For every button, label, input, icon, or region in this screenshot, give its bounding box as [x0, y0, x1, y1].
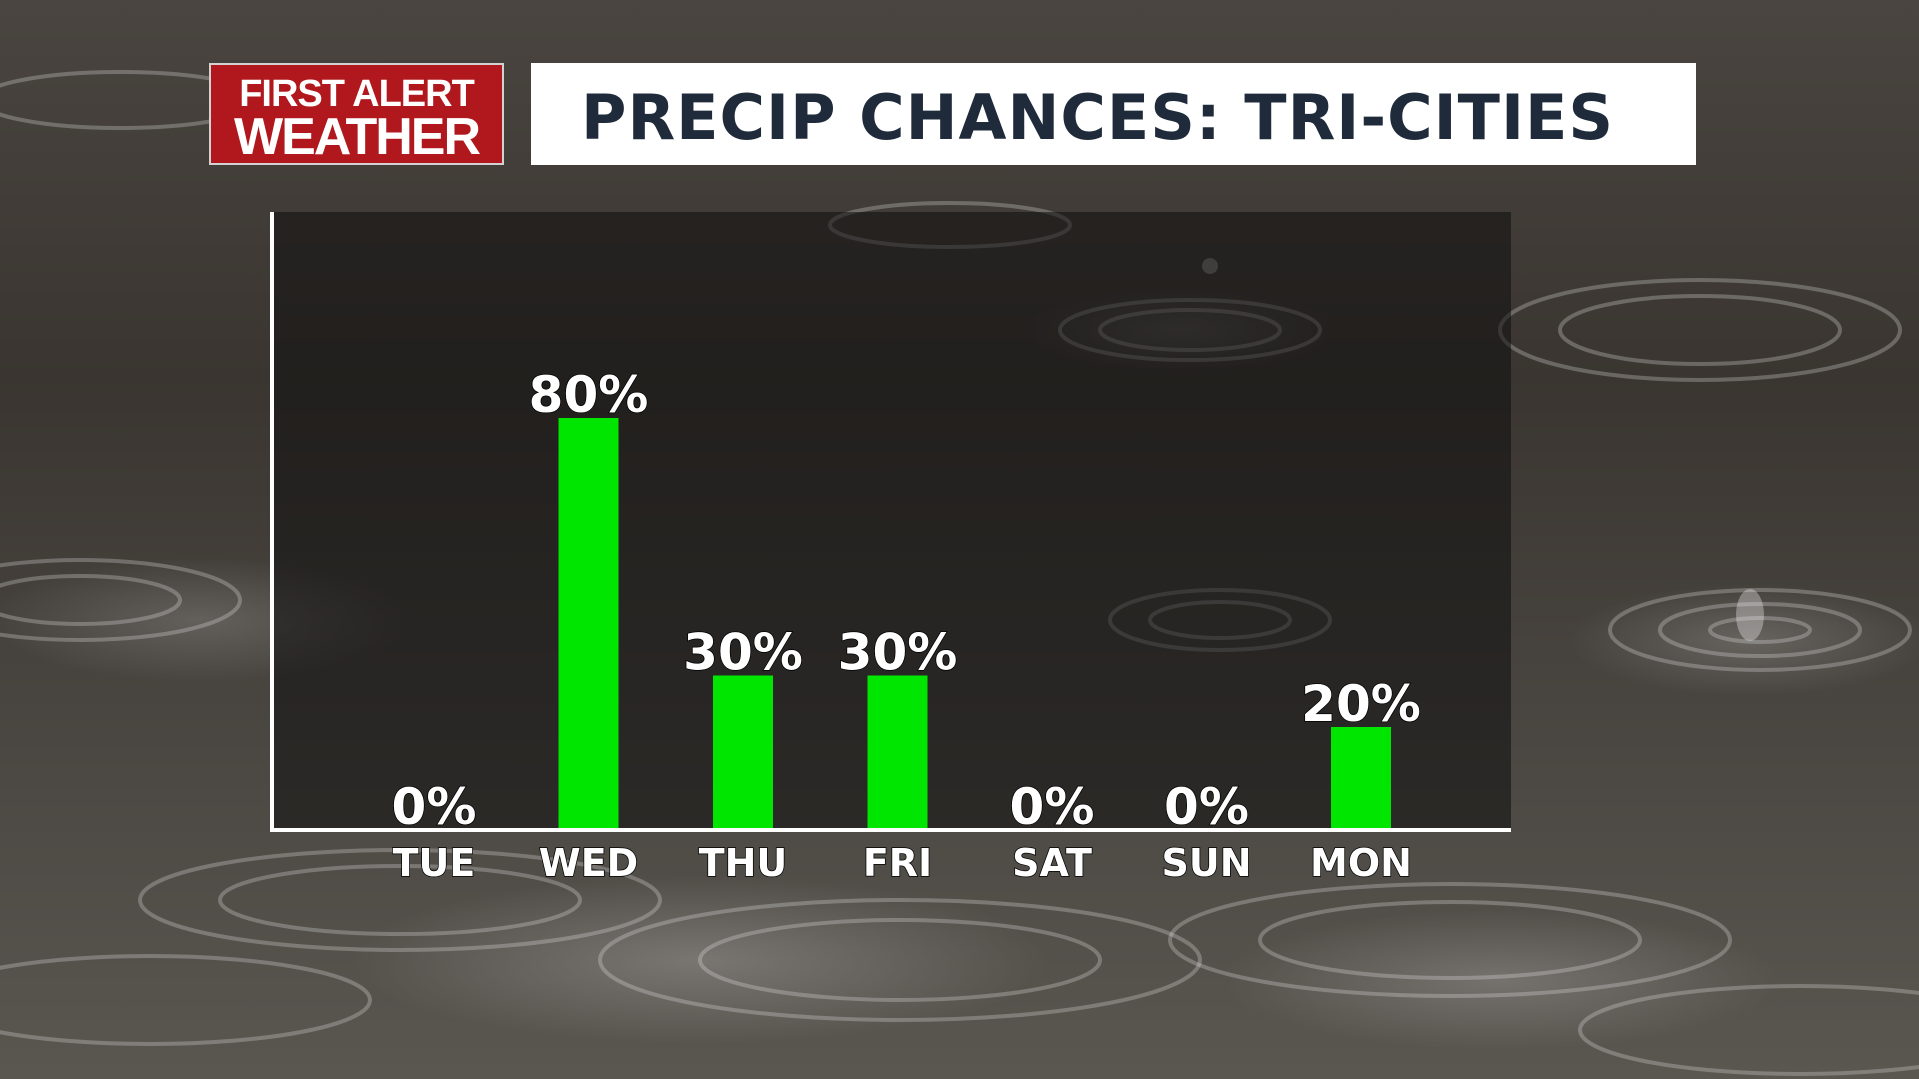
tick-label-thu: THU [699, 841, 788, 885]
logo-line-2: WEATHER [233, 108, 481, 166]
tick-label-mon: MON [1310, 841, 1412, 885]
bar-mon [1331, 727, 1391, 830]
title-banner: PRECIP CHANCES: TRI-CITIES [531, 63, 1696, 165]
tick-label-tue: TUE [393, 841, 476, 885]
logo-line-1: FIRST ALERT [239, 73, 475, 115]
bar-wed [558, 418, 619, 830]
value-label-fri: 30% [838, 624, 958, 682]
tick-label-wed: WED [539, 841, 638, 885]
value-label-thu: 30% [683, 624, 803, 682]
first-alert-weather-logo: FIRST ALERT WEATHER [209, 63, 504, 165]
labels-layer: 0% TUE 80% WED 30% THU 30% FRI 0% SAT 0% SUN 20% MON [391, 365, 1422, 886]
page-title: PRECIP CHANCES: TRI-CITIES [581, 81, 1615, 154]
tick-label-sun: SUN [1161, 841, 1251, 885]
value-label-tue: 0% [392, 778, 477, 836]
value-label-sun: 0% [1164, 778, 1249, 836]
axes-layer [270, 212, 1511, 832]
tick-label-sat: SAT [1012, 841, 1092, 885]
bar-thu [713, 675, 773, 830]
value-label-wed: 80% [529, 366, 649, 424]
bar-fri [867, 675, 928, 830]
bars-layer [558, 418, 1391, 830]
tick-label-fri: FRI [863, 841, 932, 885]
value-label-mon: 20% [1301, 675, 1421, 733]
value-label-sat: 0% [1010, 778, 1095, 836]
